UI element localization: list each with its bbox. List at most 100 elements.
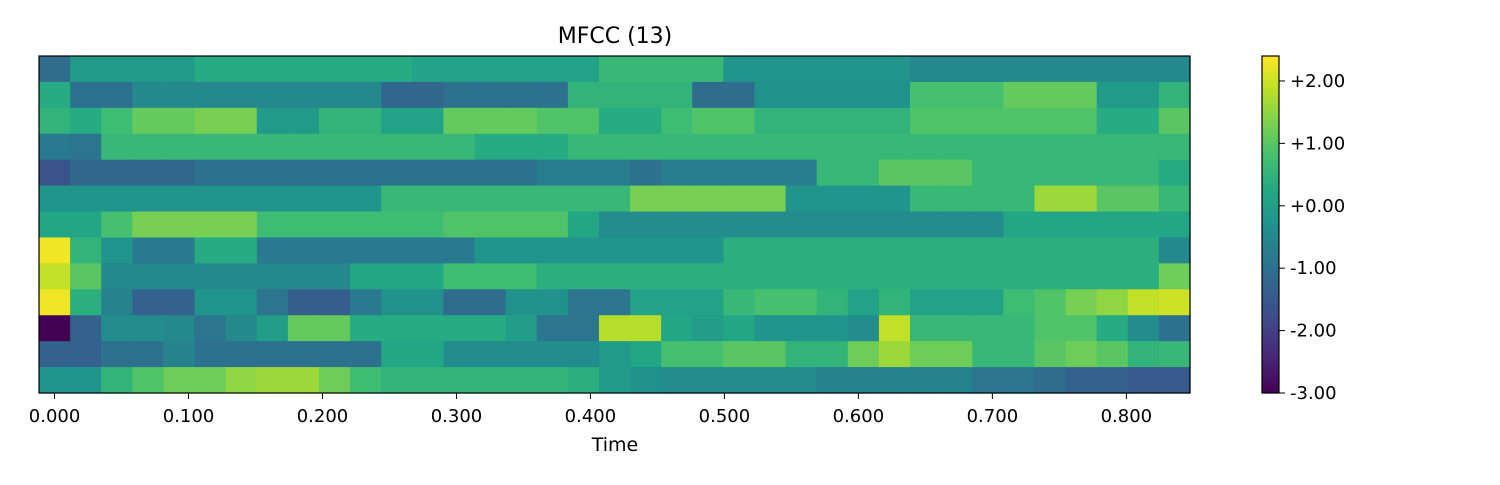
heatmap-cell: [505, 211, 538, 239]
heatmap-cell: [132, 315, 165, 342]
heatmap-cell: [1096, 367, 1129, 394]
heatmap-cell: [318, 81, 351, 109]
heatmap-cell: [101, 367, 133, 394]
x-tick-label: 0.000: [29, 406, 81, 427]
heatmap-cell: [163, 81, 196, 109]
heatmap-cell: [287, 341, 320, 368]
heatmap-cell: [878, 315, 911, 342]
heatmap-cell: [443, 367, 476, 394]
heatmap-cell: [132, 289, 165, 316]
heatmap-cell: [350, 367, 382, 394]
heatmap-cell: [194, 263, 227, 290]
heatmap-cell: [754, 81, 787, 109]
heatmap-cell: [972, 185, 1004, 213]
heatmap-cell: [972, 341, 1004, 368]
heatmap-cell: [287, 211, 320, 239]
heatmap-cell: [474, 367, 507, 394]
heatmap-cell: [505, 237, 538, 264]
heatmap-cell: [70, 133, 102, 161]
heatmap-cell: [287, 367, 320, 394]
heatmap-cell: [194, 133, 227, 161]
heatmap-cell: [101, 56, 133, 83]
heatmap-cell: [350, 56, 382, 83]
heatmap-cell: [972, 289, 1004, 316]
heatmap-cell: [1127, 211, 1160, 239]
heatmap-cell: [194, 367, 227, 394]
heatmap-cell: [70, 107, 102, 135]
heatmap-cell: [1065, 341, 1098, 368]
heatmap-cell: [1127, 185, 1160, 213]
heatmap-cell: [1065, 185, 1098, 213]
x-tick-label: 0.800: [1101, 406, 1153, 427]
heatmap-cell: [1096, 133, 1129, 161]
heatmap-cell: [1127, 81, 1160, 109]
heatmap-cell: [101, 133, 133, 161]
heatmap-cell: [256, 211, 289, 239]
heatmap-cell: [350, 289, 382, 316]
heatmap-cell: [256, 341, 289, 368]
heatmap-cell: [381, 341, 413, 368]
heatmap-cell: [1096, 263, 1129, 290]
heatmap-cell: [692, 237, 724, 264]
colorbar-tick-label: -3.00: [1290, 383, 1337, 404]
heatmap-cell: [1096, 211, 1129, 239]
heatmap-cell: [225, 289, 258, 316]
heatmap-cell: [878, 133, 911, 161]
heatmap-cell: [1003, 263, 1036, 290]
heatmap-cell: [505, 341, 538, 368]
heatmap-cell: [39, 56, 71, 83]
heatmap-cell: [536, 341, 569, 368]
heatmap-cell: [754, 341, 787, 368]
heatmap-cell: [70, 56, 102, 83]
heatmap-cell: [847, 289, 880, 316]
heatmap-cell: [723, 211, 756, 239]
heatmap-cell: [163, 107, 196, 135]
heatmap-cell: [816, 159, 849, 187]
x-tick-label: 0.300: [431, 406, 483, 427]
heatmap-cell: [1003, 56, 1036, 83]
heatmap-cell: [1096, 185, 1129, 213]
heatmap-cell: [847, 263, 880, 290]
heatmap-cell: [692, 289, 724, 316]
heatmap-cell: [972, 237, 1004, 264]
heatmap-cell: [70, 185, 102, 213]
heatmap-cell: [39, 263, 71, 290]
heatmap-cell: [194, 56, 227, 83]
heatmap-cell: [412, 237, 445, 264]
heatmap-cell: [1003, 315, 1036, 342]
plot-frame: [38, 55, 1191, 394]
heatmap-cell: [318, 56, 351, 83]
heatmap-cell: [847, 81, 880, 109]
heatmap-cell: [567, 133, 600, 161]
heatmap-cell: [941, 237, 973, 264]
heatmap-cell: [39, 107, 71, 135]
heatmap-cell: [287, 289, 320, 316]
heatmap-cell: [785, 211, 818, 239]
heatmap-cell: [39, 185, 71, 213]
heatmap-cell: [816, 107, 849, 135]
heatmap-cell: [70, 289, 102, 316]
heatmap-cell: [723, 263, 756, 290]
heatmap-cell: [39, 81, 71, 109]
heatmap-cell: [847, 315, 880, 342]
heatmap-cell: [723, 315, 756, 342]
heatmap-cell: [70, 237, 102, 264]
heatmap-cell: [536, 185, 569, 213]
heatmap-cell: [754, 107, 787, 135]
heatmap-cell: [1158, 237, 1191, 264]
heatmap-cell: [816, 289, 849, 316]
heatmap-cell: [350, 133, 382, 161]
heatmap-cell: [163, 159, 196, 187]
heatmap-cell: [1127, 56, 1160, 83]
heatmap-cell: [412, 289, 445, 316]
x-axis-label: Time: [591, 434, 639, 456]
heatmap-cell: [816, 315, 849, 342]
heatmap-cell: [225, 315, 258, 342]
heatmap-cell: [878, 81, 911, 109]
heatmap-cell: [1003, 185, 1036, 213]
heatmap-cell: [878, 159, 911, 187]
heatmap-cell: [910, 367, 942, 394]
heatmap-cell: [785, 133, 818, 161]
heatmap-cell: [941, 289, 973, 316]
heatmap-cell: [816, 185, 849, 213]
